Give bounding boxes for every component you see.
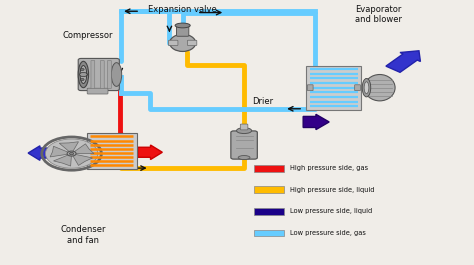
FancyBboxPatch shape (100, 60, 104, 89)
Circle shape (70, 152, 73, 155)
Circle shape (80, 72, 87, 77)
Text: Compressor: Compressor (62, 31, 113, 40)
Text: High pressure side, liquid: High pressure side, liquid (290, 187, 374, 193)
Text: Low pressure side, liquid: Low pressure side, liquid (290, 208, 372, 214)
FancyBboxPatch shape (254, 186, 284, 193)
FancyBboxPatch shape (91, 60, 95, 89)
FancyBboxPatch shape (307, 66, 361, 109)
Ellipse shape (78, 61, 89, 88)
Text: Condenser
and fan: Condenser and fan (61, 225, 106, 245)
Circle shape (67, 151, 76, 156)
Ellipse shape (170, 34, 196, 51)
Polygon shape (72, 144, 94, 154)
Text: High pressure side, gas: High pressure side, gas (290, 165, 368, 171)
FancyBboxPatch shape (108, 60, 111, 89)
FancyBboxPatch shape (187, 40, 197, 46)
FancyBboxPatch shape (87, 88, 108, 94)
Polygon shape (59, 142, 79, 154)
Text: Evaporator
and blower: Evaporator and blower (356, 5, 402, 24)
Text: Low pressure side, gas: Low pressure side, gas (290, 230, 366, 236)
Polygon shape (72, 154, 92, 165)
FancyBboxPatch shape (254, 229, 284, 236)
FancyArrow shape (386, 51, 420, 72)
Ellipse shape (365, 74, 395, 101)
Circle shape (80, 78, 84, 81)
Ellipse shape (80, 65, 87, 83)
FancyArrow shape (303, 114, 329, 130)
Polygon shape (50, 146, 72, 157)
FancyBboxPatch shape (231, 131, 257, 159)
FancyBboxPatch shape (87, 133, 137, 169)
FancyBboxPatch shape (254, 165, 284, 171)
FancyBboxPatch shape (355, 85, 360, 91)
Text: Drier: Drier (253, 97, 273, 106)
Ellipse shape (175, 23, 190, 28)
FancyArrow shape (28, 146, 54, 160)
FancyBboxPatch shape (308, 85, 313, 91)
Circle shape (46, 139, 98, 168)
Ellipse shape (238, 156, 250, 160)
Text: Expansion valve: Expansion valve (148, 5, 217, 14)
Polygon shape (54, 154, 72, 166)
FancyBboxPatch shape (78, 58, 119, 91)
Ellipse shape (362, 78, 371, 97)
Ellipse shape (237, 128, 252, 134)
FancyBboxPatch shape (240, 124, 248, 130)
Ellipse shape (111, 63, 122, 86)
Circle shape (84, 73, 88, 76)
Ellipse shape (364, 82, 369, 94)
FancyArrow shape (138, 145, 162, 160)
Circle shape (80, 68, 84, 70)
FancyBboxPatch shape (176, 25, 189, 36)
FancyBboxPatch shape (168, 40, 178, 46)
FancyBboxPatch shape (254, 208, 284, 215)
